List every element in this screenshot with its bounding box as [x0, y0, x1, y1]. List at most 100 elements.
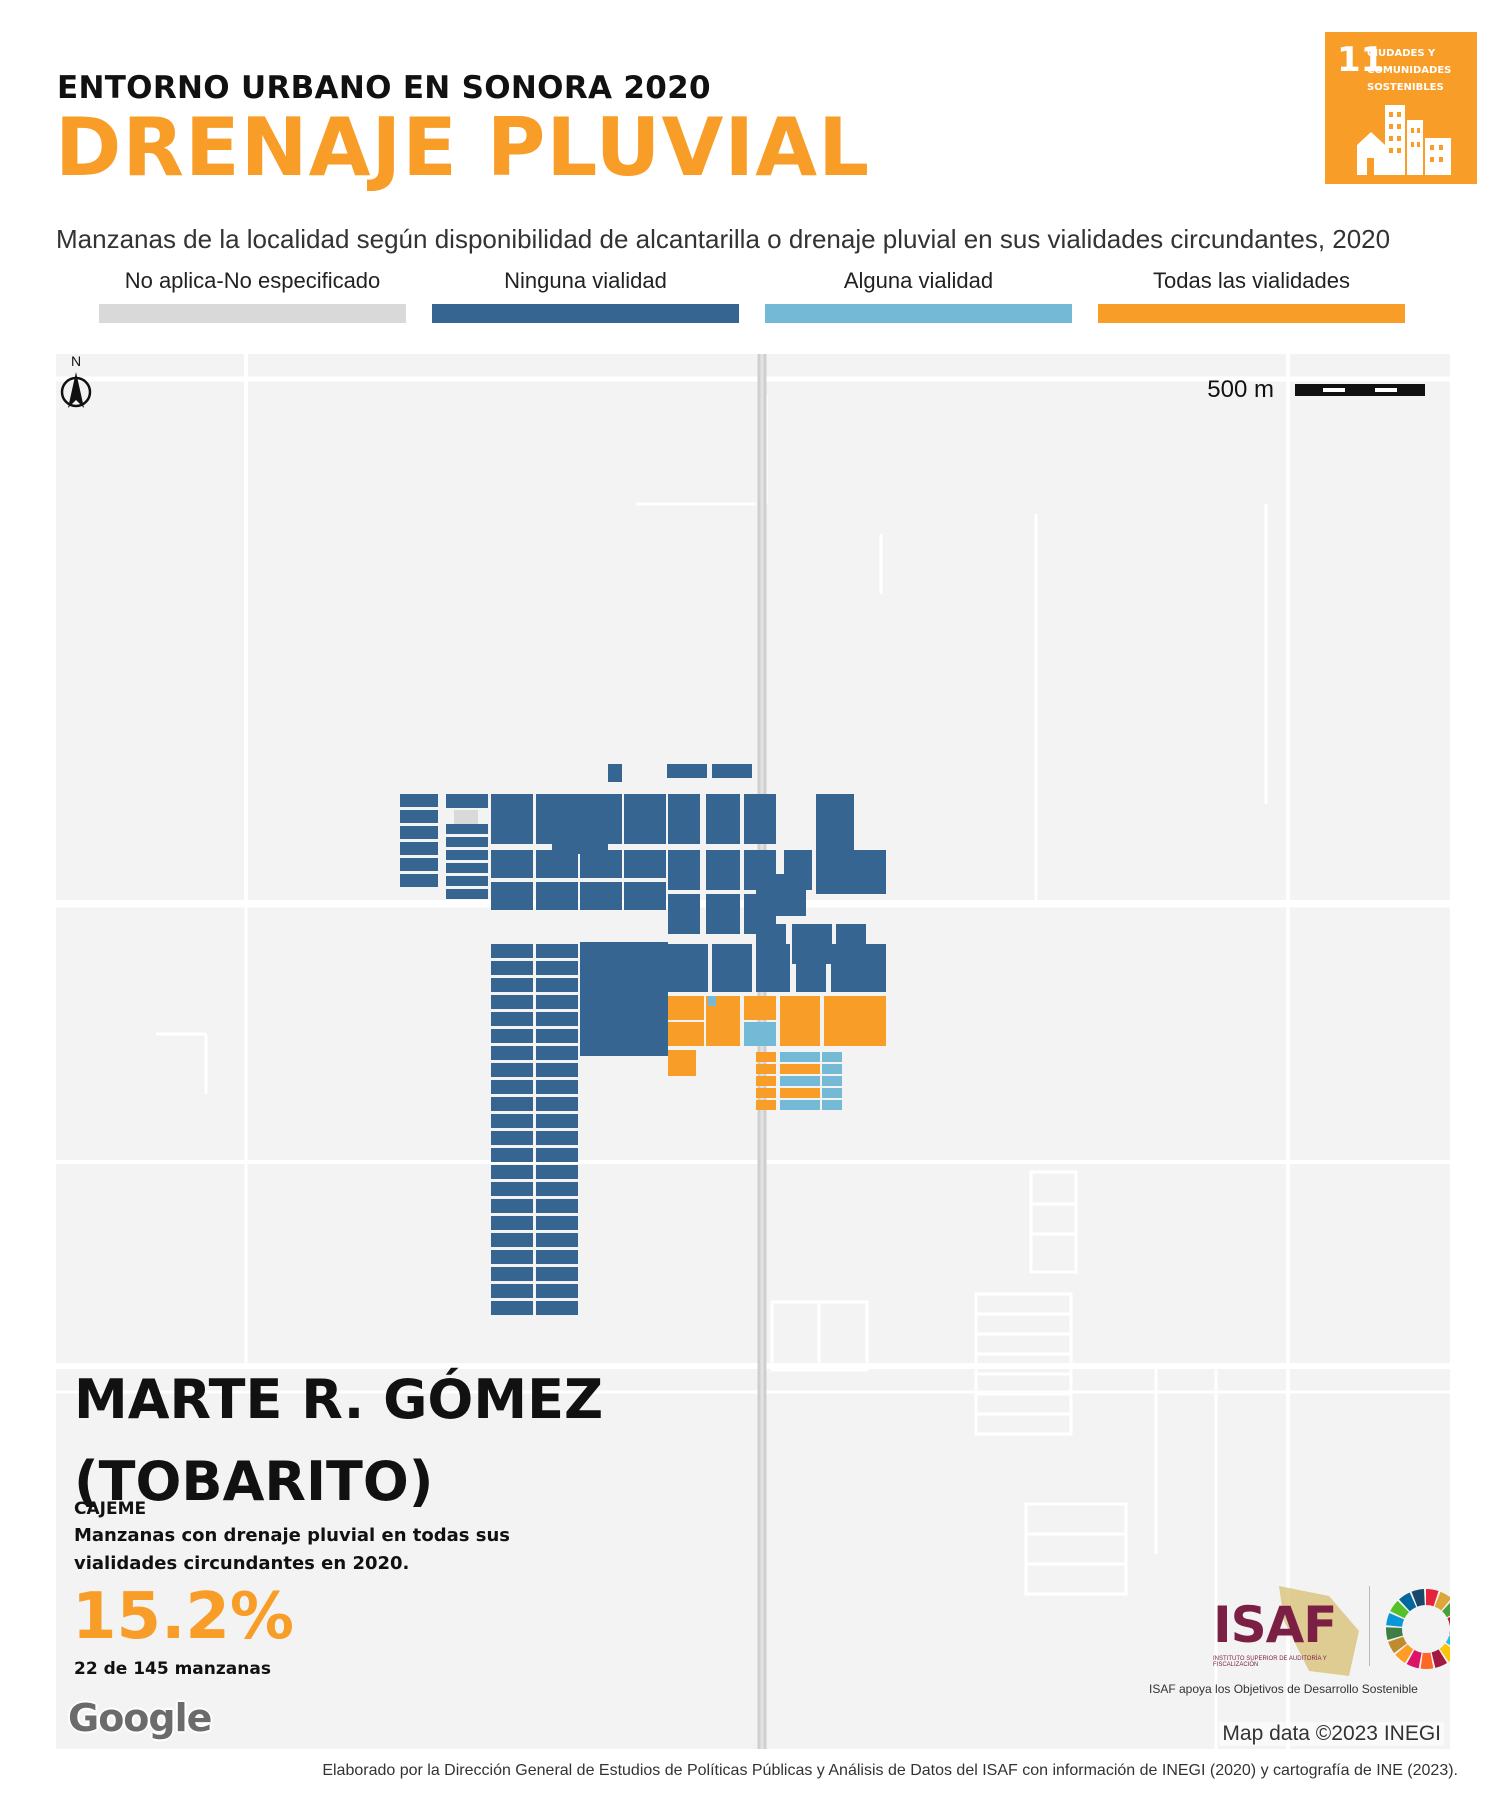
city-block[interactable]	[668, 1022, 704, 1046]
city-block[interactable]	[796, 944, 826, 992]
city-block[interactable]	[536, 944, 578, 958]
city-block[interactable]	[454, 810, 478, 824]
city-block[interactable]	[668, 794, 700, 844]
city-block[interactable]	[536, 1284, 578, 1298]
city-block[interactable]	[491, 1114, 533, 1128]
city-block[interactable]	[491, 1199, 533, 1213]
city-block[interactable]	[756, 944, 790, 992]
city-block[interactable]	[400, 874, 438, 887]
city-block[interactable]	[491, 1029, 533, 1043]
city-block[interactable]	[822, 1088, 842, 1098]
city-block[interactable]	[400, 826, 438, 839]
city-block[interactable]	[536, 1131, 578, 1145]
city-block[interactable]	[744, 1022, 776, 1046]
city-block[interactable]	[756, 1100, 776, 1110]
city-block[interactable]	[491, 850, 533, 878]
city-block[interactable]	[536, 1301, 578, 1315]
city-block[interactable]	[822, 1100, 842, 1110]
city-block[interactable]	[706, 794, 740, 844]
city-block[interactable]	[831, 944, 886, 992]
city-block[interactable]	[816, 850, 886, 894]
city-block[interactable]	[491, 1131, 533, 1145]
city-block[interactable]	[536, 1063, 578, 1077]
city-block[interactable]	[491, 1267, 533, 1281]
city-block[interactable]	[552, 794, 608, 854]
city-block[interactable]	[780, 1064, 820, 1074]
city-block[interactable]	[668, 894, 700, 934]
city-block[interactable]	[756, 1052, 776, 1062]
city-block[interactable]	[491, 1012, 533, 1026]
city-block[interactable]	[712, 764, 752, 778]
map-canvas[interactable]	[56, 354, 1450, 1749]
city-block[interactable]	[400, 810, 438, 823]
city-block[interactable]	[536, 1250, 578, 1264]
city-block[interactable]	[446, 837, 488, 847]
city-block[interactable]	[536, 882, 578, 910]
city-block[interactable]	[536, 1199, 578, 1213]
city-block[interactable]	[712, 944, 752, 992]
city-block[interactable]	[491, 1046, 533, 1060]
city-block[interactable]	[491, 794, 533, 844]
city-block[interactable]	[668, 996, 704, 1020]
city-block[interactable]	[756, 874, 806, 916]
city-block[interactable]	[536, 1182, 578, 1196]
city-block[interactable]	[400, 858, 438, 871]
city-block[interactable]	[491, 961, 533, 975]
city-block[interactable]	[536, 1216, 578, 1230]
city-block[interactable]	[816, 794, 854, 854]
map-panel[interactable]: 500 m N MARTE R. GÓMEZ (TOBARITO) CAJEME…	[56, 354, 1450, 1749]
city-block[interactable]	[536, 850, 578, 878]
city-block[interactable]	[780, 1052, 820, 1062]
city-block[interactable]	[780, 1100, 820, 1110]
city-block[interactable]	[624, 882, 666, 910]
city-block[interactable]	[446, 863, 488, 873]
city-block[interactable]	[491, 978, 533, 992]
city-block[interactable]	[446, 889, 488, 899]
city-block[interactable]	[491, 1080, 533, 1094]
city-block[interactable]	[491, 1063, 533, 1077]
city-block[interactable]	[580, 882, 622, 910]
city-block[interactable]	[608, 764, 622, 782]
city-block[interactable]	[536, 1097, 578, 1111]
city-block[interactable]	[756, 1076, 776, 1086]
city-block[interactable]	[536, 1148, 578, 1162]
city-block[interactable]	[400, 794, 438, 807]
city-block[interactable]	[536, 1114, 578, 1128]
city-block[interactable]	[491, 1233, 533, 1247]
city-block[interactable]	[536, 961, 578, 975]
city-block[interactable]	[756, 1088, 776, 1098]
city-block[interactable]	[536, 1046, 578, 1060]
city-block[interactable]	[580, 850, 622, 878]
city-block[interactable]	[822, 1076, 842, 1086]
city-block[interactable]	[668, 850, 700, 890]
city-block[interactable]	[668, 1050, 696, 1076]
city-block[interactable]	[446, 876, 488, 886]
city-block[interactable]	[536, 1012, 578, 1026]
city-block[interactable]	[536, 1233, 578, 1247]
city-block[interactable]	[491, 995, 533, 1009]
city-block[interactable]	[744, 996, 776, 1020]
city-block[interactable]	[491, 1250, 533, 1264]
city-block[interactable]	[668, 944, 708, 992]
city-block[interactable]	[536, 1080, 578, 1094]
city-block[interactable]	[536, 995, 578, 1009]
city-block[interactable]	[446, 850, 488, 860]
city-block[interactable]	[491, 944, 533, 958]
city-block[interactable]	[822, 1064, 842, 1074]
city-block[interactable]	[708, 996, 716, 1006]
city-block[interactable]	[536, 1029, 578, 1043]
city-block[interactable]	[780, 1076, 820, 1086]
city-block[interactable]	[624, 850, 666, 878]
city-block[interactable]	[667, 764, 707, 778]
city-block[interactable]	[536, 978, 578, 992]
city-block[interactable]	[536, 1267, 578, 1281]
city-block[interactable]	[706, 850, 740, 890]
city-block[interactable]	[446, 794, 488, 808]
city-block[interactable]	[580, 942, 668, 1056]
city-block[interactable]	[756, 1064, 776, 1074]
city-block[interactable]	[491, 1301, 533, 1315]
city-block[interactable]	[491, 882, 533, 910]
city-block[interactable]	[706, 894, 740, 934]
city-block[interactable]	[491, 1182, 533, 1196]
city-block[interactable]	[491, 1097, 533, 1111]
